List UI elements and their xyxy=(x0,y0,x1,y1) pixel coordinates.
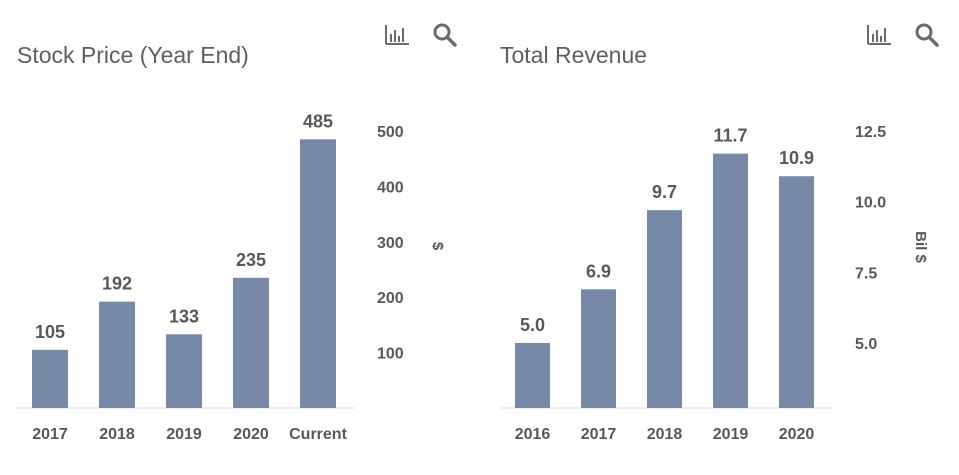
bar-current xyxy=(300,139,336,408)
chart-title: Total Revenue xyxy=(500,42,648,68)
total-revenue-chart: 5.0 2016 6.9 2017 9.7 2018 11.7 2019 10.9 2020 5.0… xyxy=(501,124,929,443)
stock-price-panel: Stock Price (Year End) 105 2017 192 2018 133… xyxy=(0,0,470,475)
x-tick-label: 2018 xyxy=(99,426,135,443)
y-tick-label: 300 xyxy=(377,235,404,252)
chart-title: Stock Price (Year End) xyxy=(17,42,249,68)
data-label: 5.0 xyxy=(520,315,545,335)
y-tick-label: 200 xyxy=(377,290,404,307)
x-tick-label: 2020 xyxy=(779,426,815,443)
x-tick-label: 2020 xyxy=(233,426,269,443)
bar-chart-icon[interactable] xyxy=(384,22,410,48)
x-tick-label: 2016 xyxy=(515,426,551,443)
y-tick-label: 10.0 xyxy=(855,195,886,212)
data-label: 9.7 xyxy=(652,182,677,202)
search-icon[interactable] xyxy=(432,22,458,48)
x-tick-label: Current xyxy=(289,426,347,443)
stock-price-chart: 105 2017 192 2018 133 2019 235 2020 485 Current 10… xyxy=(17,111,446,443)
y-tick-label: 400 xyxy=(377,179,404,196)
search-icon[interactable] xyxy=(914,22,940,48)
bar-2020 xyxy=(233,277,269,408)
x-tick-label: 2019 xyxy=(713,426,749,443)
bar-2017 xyxy=(581,289,616,408)
data-label: 485 xyxy=(303,111,333,131)
y-axis-label: Bil $ xyxy=(912,231,929,263)
data-label: 235 xyxy=(236,250,266,270)
total-revenue-panel: Total Revenue 5.0 2016 6.9 2017 9.7 2018 11.7 2… xyxy=(482,0,959,475)
x-tick-label: 2019 xyxy=(166,426,202,443)
y-axis-label: $ xyxy=(429,242,446,251)
bar-2016 xyxy=(515,342,550,408)
data-label: 11.7 xyxy=(713,126,747,146)
bar-2018 xyxy=(99,301,135,408)
x-tick-label: 2018 xyxy=(647,426,683,443)
x-tick-label: 2017 xyxy=(581,426,617,443)
bar-2020 xyxy=(779,176,814,408)
bar-2018 xyxy=(647,210,682,408)
y-tick-label: 12.5 xyxy=(855,124,886,141)
bar-2019 xyxy=(166,334,202,408)
bar-2017 xyxy=(32,349,68,408)
y-tick-label: 500 xyxy=(377,124,404,141)
data-label: 133 xyxy=(169,306,199,326)
y-tick-label: 5.0 xyxy=(855,336,877,353)
data-label: 10.9 xyxy=(779,148,814,168)
bar-2019 xyxy=(713,153,748,408)
y-tick-label: 100 xyxy=(377,346,404,363)
data-label: 6.9 xyxy=(586,261,611,281)
data-label: 105 xyxy=(35,322,65,342)
x-tick-label: 2017 xyxy=(32,426,68,443)
y-tick-label: 7.5 xyxy=(855,265,877,282)
bar-chart-icon[interactable] xyxy=(866,22,892,48)
data-label: 192 xyxy=(102,274,132,294)
